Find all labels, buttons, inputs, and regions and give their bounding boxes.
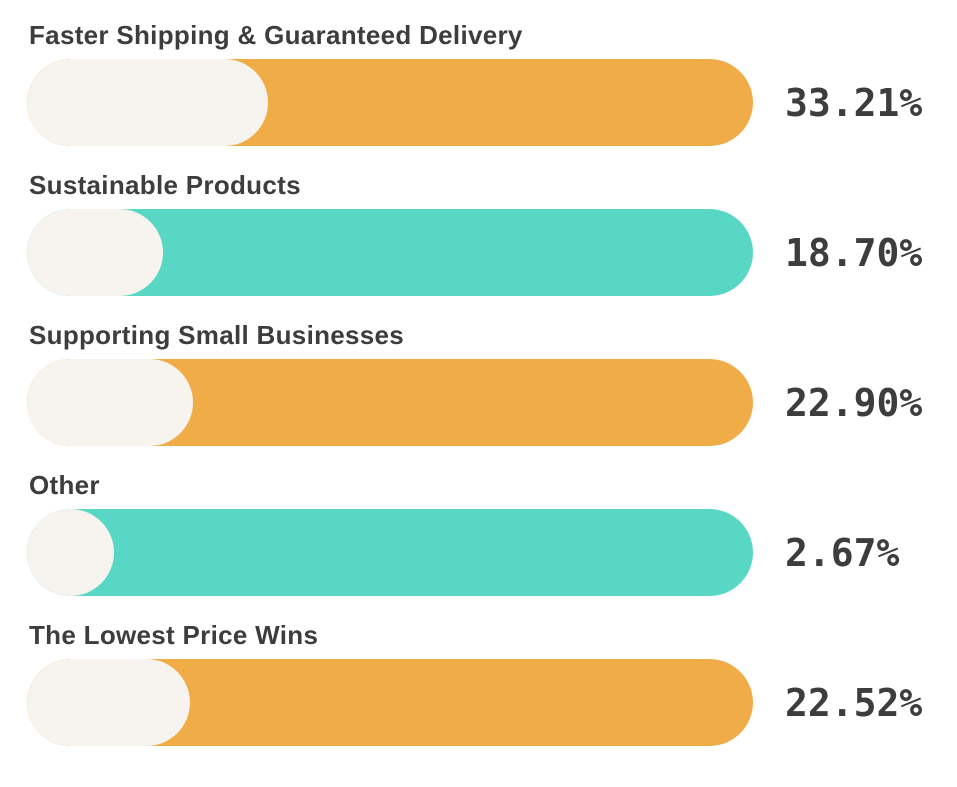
bar-label: Other — [29, 470, 100, 500]
bar-value: 33.21% — [785, 80, 923, 125]
bar-fill-pill — [27, 359, 194, 446]
bar-line: 22.90% — [27, 359, 957, 446]
bar-label: Faster Shipping & Guaranteed Delivery — [29, 20, 523, 50]
bar-track — [27, 659, 753, 746]
bar-label: The Lowest Price Wins — [29, 620, 319, 650]
bar-label: Supporting Small Businesses — [29, 320, 405, 350]
bar-label: Sustainable Products — [29, 170, 301, 200]
bar-track — [27, 209, 753, 296]
bar-value: 22.90% — [785, 380, 923, 425]
bar-value: 18.70% — [785, 230, 923, 275]
bar-fill-pill — [27, 509, 114, 596]
bar-fill-pill — [27, 59, 269, 146]
bar-line: 33.21% — [27, 59, 957, 146]
bar-fill-pill — [27, 209, 163, 296]
bar-line: 22.52% — [27, 659, 957, 746]
bar-line: 18.70% — [27, 209, 957, 296]
bar-line: 2.67% — [27, 509, 957, 596]
bar-fill-pill — [27, 659, 191, 746]
bar-row: The Lowest Price Wins 22.52% — [27, 620, 957, 746]
bar-row: Supporting Small Businesses 22.90% — [27, 320, 957, 446]
bar-track — [27, 509, 753, 596]
bar-value: 22.52% — [785, 680, 923, 725]
bar-chart: Faster Shipping & Guaranteed Delivery 33… — [27, 20, 957, 746]
bar-row: Faster Shipping & Guaranteed Delivery 33… — [27, 20, 957, 146]
bar-row: Sustainable Products 18.70% — [27, 170, 957, 296]
bar-track — [27, 59, 753, 146]
bar-row: Other 2.67% — [27, 470, 957, 596]
bar-value: 2.67% — [785, 530, 900, 575]
bar-track — [27, 359, 753, 446]
